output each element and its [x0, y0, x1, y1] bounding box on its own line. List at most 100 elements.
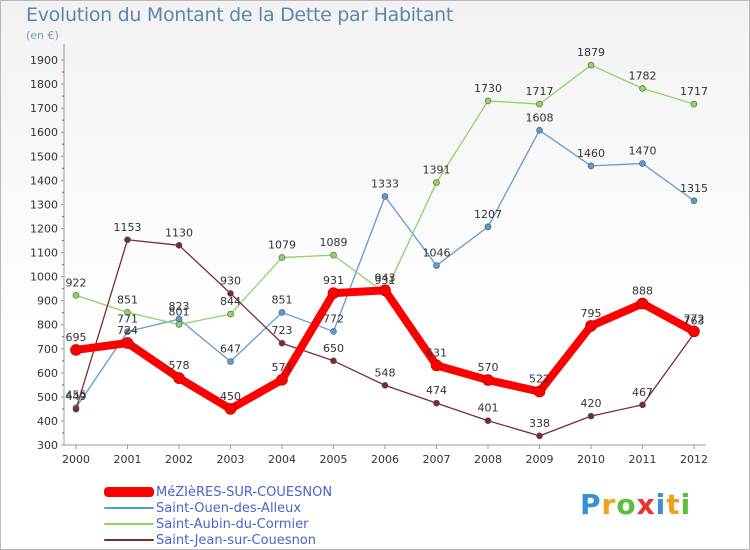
- legend-item: Saint-Ouen-des-Alleux: [104, 500, 332, 516]
- data-label: 1460: [577, 147, 605, 160]
- data-point: [484, 417, 492, 424]
- brand-letter: x: [636, 488, 656, 521]
- legend-item: Saint-Jean-sur-Couesnon: [104, 532, 332, 548]
- data-label: 474: [426, 384, 447, 397]
- x-tick-label: 2008: [474, 453, 502, 466]
- data-point: [72, 292, 80, 299]
- data-point: [173, 372, 185, 384]
- data-label: 1333: [371, 177, 399, 190]
- data-label: 922: [66, 276, 87, 289]
- data-label: 1207: [474, 208, 502, 221]
- data-point: [690, 100, 698, 108]
- data-point: [330, 357, 337, 365]
- brand-letter: P: [580, 488, 602, 521]
- legend-swatch: [104, 539, 154, 541]
- data-label: 1089: [320, 236, 348, 249]
- data-label: 695: [66, 331, 87, 344]
- data-label: 724: [117, 324, 138, 337]
- legend-label: MéZIèRES-SUR-COUESNON: [156, 484, 333, 500]
- data-label: 931: [375, 274, 396, 287]
- chart-legend: MéZIèRES-SUR-COUESNON Saint-Ouen-des-Alle…: [104, 484, 332, 548]
- data-label: 851: [117, 293, 138, 306]
- data-point: [175, 241, 183, 249]
- brand-logo: Proxiti: [580, 488, 691, 521]
- y-tick-label: 1200: [30, 222, 58, 235]
- y-tick-label: 1700: [30, 102, 58, 115]
- data-point: [482, 374, 494, 386]
- data-point: [278, 309, 286, 316]
- data-point: [536, 100, 543, 108]
- legend-item: Saint-Aubin-du-Cormier: [104, 516, 332, 532]
- data-label: 548: [375, 366, 396, 379]
- data-point: [227, 310, 234, 318]
- data-label: 631: [426, 346, 447, 359]
- data-label: 650: [323, 342, 344, 355]
- data-point: [690, 197, 698, 205]
- data-label: 771: [117, 313, 138, 326]
- data-label: 763: [684, 315, 705, 328]
- y-tick-label: 300: [37, 439, 58, 452]
- y-tick-label: 1400: [30, 174, 58, 187]
- data-label: 522: [529, 373, 550, 386]
- x-tick-label: 2000: [62, 453, 90, 466]
- data-label: 1079: [268, 239, 296, 252]
- chart-title: Evolution du Montant de la Dette par Hab…: [26, 4, 454, 26]
- data-point: [379, 284, 391, 297]
- data-label: 1608: [526, 111, 554, 124]
- data-label: 844: [220, 295, 241, 308]
- data-point: [175, 321, 183, 328]
- data-point: [121, 337, 134, 349]
- data-label: 1782: [629, 69, 657, 82]
- legend-swatch: [104, 507, 154, 509]
- data-point: [639, 401, 646, 409]
- data-point: [124, 236, 131, 244]
- data-label: 851: [272, 293, 293, 306]
- data-point: [330, 328, 337, 335]
- data-point: [227, 290, 234, 297]
- brand-letter: i: [655, 488, 667, 521]
- data-point: [276, 373, 288, 386]
- data-point: [224, 403, 237, 415]
- data-point: [433, 179, 440, 186]
- data-point: [278, 254, 286, 261]
- y-tick-label: 1500: [30, 150, 58, 163]
- x-tick-label: 2003: [217, 453, 245, 466]
- data-point: [484, 97, 492, 105]
- x-tick-label: 2001: [114, 453, 142, 466]
- x-tick-label: 2011: [629, 453, 657, 466]
- data-point: [433, 399, 440, 407]
- data-point: [536, 126, 543, 134]
- data-point: [533, 385, 546, 398]
- data-label: 1153: [114, 221, 142, 234]
- data-point: [688, 325, 700, 338]
- legend-item: MéZIèRES-SUR-COUESNON: [104, 484, 332, 500]
- data-label: 578: [169, 359, 190, 372]
- data-label: 1130: [165, 226, 193, 239]
- data-label: 455: [66, 389, 87, 402]
- data-label: 1717: [526, 85, 554, 98]
- data-label: 723: [272, 324, 293, 337]
- data-point: [484, 223, 492, 231]
- data-point: [587, 162, 595, 170]
- data-point: [433, 262, 440, 269]
- y-tick-label: 1100: [30, 247, 58, 260]
- data-point: [381, 382, 389, 389]
- data-label: 450: [220, 390, 241, 403]
- brand-letter: t: [666, 488, 681, 521]
- data-point: [330, 251, 337, 259]
- brand-letter: i: [680, 488, 692, 521]
- legend-swatch: [104, 523, 154, 525]
- x-tick-label: 2009: [526, 453, 554, 466]
- chart-subtitle: (en €): [26, 29, 59, 42]
- data-label: 1046: [423, 247, 451, 260]
- y-tick-label: 1000: [30, 271, 58, 284]
- y-tick-label: 1600: [30, 126, 58, 139]
- data-label: 772: [323, 312, 344, 325]
- data-point: [430, 359, 443, 372]
- data-label: 570: [478, 361, 499, 374]
- data-point: [639, 160, 646, 167]
- legend-label: Saint-Ouen-des-Alleux: [156, 500, 302, 516]
- y-tick-label: 400: [37, 415, 58, 428]
- y-tick-label: 700: [37, 343, 58, 356]
